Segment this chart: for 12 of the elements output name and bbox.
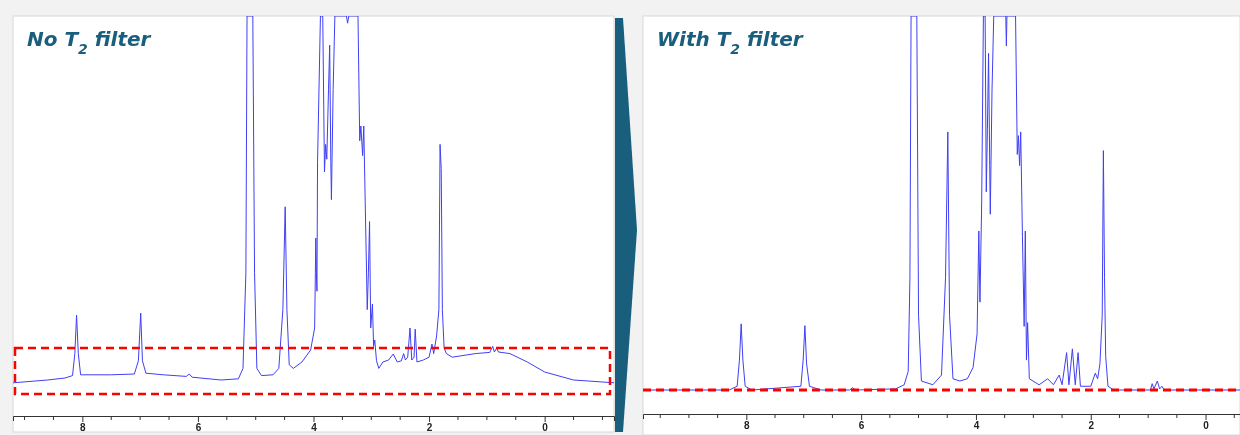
text: With T$_{2}$ filter <box>657 27 804 57</box>
x-tick-label: 0 <box>542 422 549 434</box>
x-tick-label: 6 <box>858 420 865 432</box>
x-tick-label: 2 <box>426 422 433 434</box>
x-tick-label: 2 <box>1088 420 1095 432</box>
x-tick-label: 8 <box>744 420 751 432</box>
x-tick-label: 4 <box>973 420 980 432</box>
x-tick-label: 4 <box>311 422 318 434</box>
x-tick-label: 6 <box>195 422 202 434</box>
x-tick-label: 8 <box>80 422 87 434</box>
x-tick-label: 0 <box>1203 420 1210 432</box>
text: No T$_{2}$ filter <box>27 27 152 57</box>
